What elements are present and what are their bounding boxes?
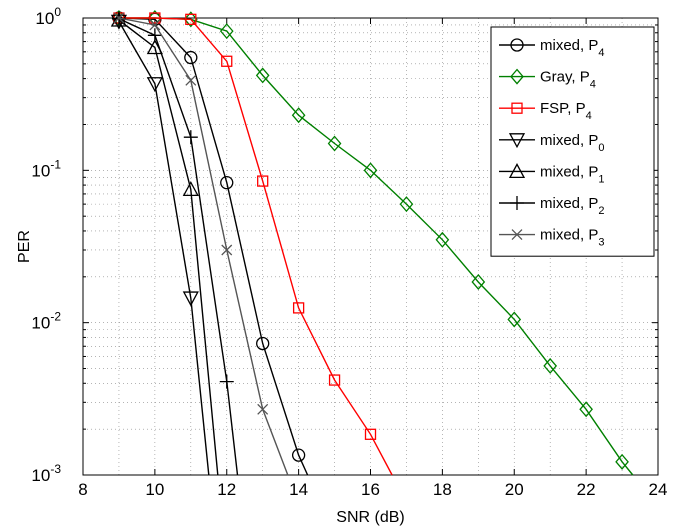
legend-label: mixed, P1: [540, 163, 604, 185]
data-point: [221, 244, 233, 256]
data-point: [435, 231, 450, 248]
axis-ticks: 8 10 12 14 16 18 20 22 24 100 10-1 10-2 10-3: [31, 5, 667, 499]
legend-entry: Gray, P4: [499, 69, 596, 91]
legend-entry: mixed, P1: [499, 163, 604, 185]
data-point: [579, 401, 593, 418]
data-point: [146, 77, 163, 93]
data-point: [291, 107, 306, 124]
y-tick-label: 10-3: [31, 462, 61, 485]
legend-marker: [508, 133, 526, 149]
data-point: [257, 403, 269, 415]
legend-entry: mixed, P0: [499, 132, 604, 154]
series-5: [111, 11, 239, 476]
data-point: [182, 291, 199, 307]
legend-label: mixed, P2: [540, 195, 604, 217]
legend-marker: [510, 196, 524, 210]
legend-entry: FSP, P4: [499, 100, 592, 122]
data-point: [113, 12, 125, 24]
data-point: [615, 453, 629, 470]
data-point: [219, 23, 234, 40]
data-point: [220, 176, 234, 190]
data-point: [110, 11, 128, 27]
x-tick-label: 16: [361, 480, 380, 499]
data-point: [149, 19, 161, 31]
legend-entry: mixed, P2: [499, 195, 604, 217]
legend-label: mixed, P0: [540, 132, 604, 154]
series-2: [113, 12, 393, 476]
series-line: [118, 17, 309, 476]
y-tick-label: 10-1: [31, 157, 61, 180]
series-6: [113, 12, 289, 476]
series-line: [118, 21, 210, 476]
data-point: [364, 428, 377, 440]
legend-marker: [511, 229, 523, 241]
data-point: [184, 50, 198, 65]
legend-label: Gray, P4: [540, 69, 596, 91]
data-point: [183, 11, 198, 28]
x-tick-label: 18: [433, 480, 452, 499]
x-tick-label: 20: [505, 480, 524, 499]
series-line: [118, 17, 289, 476]
x-tick-label: 10: [145, 480, 164, 499]
series-line: [118, 17, 393, 476]
legend-marker: [511, 102, 523, 114]
legend-label: mixed, P4: [540, 37, 604, 59]
data-point: [399, 196, 414, 213]
data-point: [543, 357, 558, 374]
series-line: [118, 19, 219, 476]
legend-label: FSP, P4: [540, 100, 592, 122]
data-point: [471, 273, 486, 290]
y-tick-label: 10-2: [31, 310, 61, 333]
data-point: [328, 374, 341, 386]
data-point: [291, 448, 306, 462]
series-line: [118, 18, 239, 476]
data-point: [255, 67, 270, 84]
legend: mixed, P4 Gray, P4 FSP, P4 mixed, P0 mixed, …: [490, 26, 655, 257]
legend-box: [490, 26, 655, 257]
x-tick-label: 24: [649, 480, 668, 499]
data-point: [257, 175, 269, 187]
legend-label: mixed, P3: [540, 227, 604, 249]
data-point: [363, 162, 378, 179]
legend-marker: [510, 68, 524, 85]
data-point: [507, 311, 522, 328]
series-group: [110, 10, 634, 476]
x-axis-label: SNR (dB): [336, 509, 404, 526]
data-point: [182, 180, 199, 197]
data-point: [256, 336, 270, 351]
x-tick-label: 22: [577, 480, 596, 499]
data-point: [185, 74, 197, 86]
x-tick-label: 14: [289, 480, 308, 499]
data-point: [185, 13, 197, 25]
legend-marker: [508, 163, 526, 179]
data-point: [149, 12, 161, 24]
x-tick-label: 8: [78, 480, 87, 499]
legend-entry: mixed, P3: [499, 227, 604, 249]
data-point: [147, 28, 162, 43]
data-point: [327, 135, 342, 152]
x-tick-label: 12: [217, 480, 236, 499]
y-tick-label: 100: [35, 5, 61, 28]
data-point: [292, 302, 305, 314]
legend-marker: [510, 38, 524, 52]
series-0: [112, 11, 309, 476]
data-point: [219, 374, 234, 389]
y-axis-label: PER: [16, 230, 33, 263]
data-point: [221, 55, 233, 67]
series-4: [110, 11, 219, 476]
legend-entry: mixed, P4: [499, 37, 604, 59]
data-point: [183, 130, 198, 145]
series-line: [118, 17, 634, 476]
